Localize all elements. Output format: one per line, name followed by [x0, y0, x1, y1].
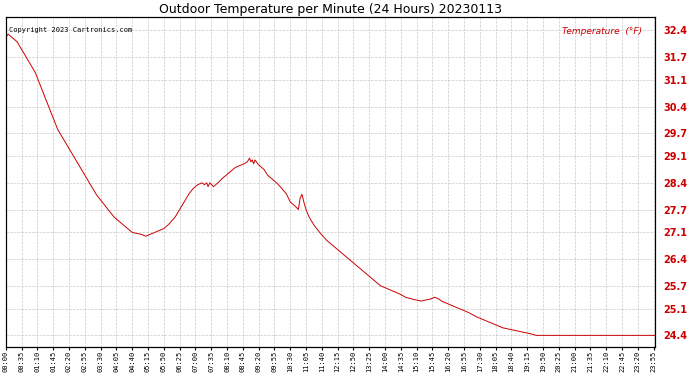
Text: Temperature  (°F): Temperature (°F) — [562, 27, 642, 36]
Title: Outdoor Temperature per Minute (24 Hours) 20230113: Outdoor Temperature per Minute (24 Hours… — [159, 3, 502, 16]
Text: Copyright 2023 Cartronics.com: Copyright 2023 Cartronics.com — [9, 27, 132, 33]
